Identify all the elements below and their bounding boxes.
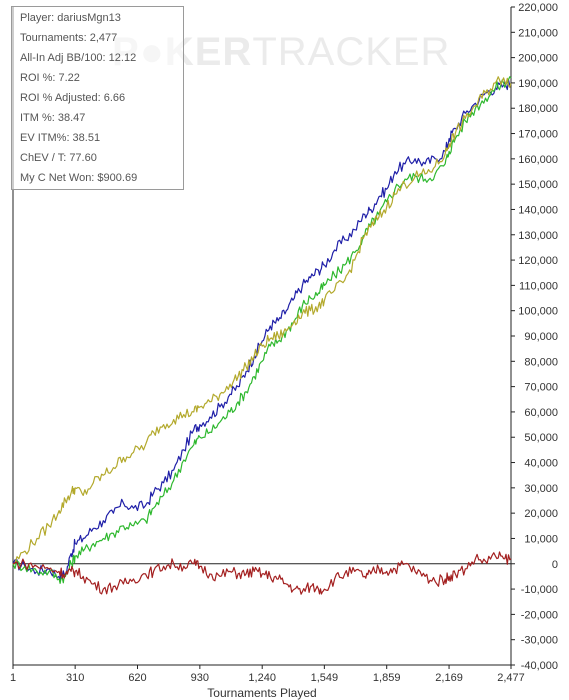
x-tick-label: 620 <box>128 672 146 684</box>
stat-itm: ITM %: 38.47 <box>20 112 86 124</box>
y-tick-label: 120,000 <box>518 255 558 267</box>
stat-my-c-net-won: My C Net Won: $900.69 <box>20 172 138 184</box>
series-line-olive <box>12 76 512 565</box>
y-tick-label: -20,000 <box>521 609 558 621</box>
x-tick-label: 1,240 <box>248 672 276 684</box>
y-tick-label: 30,000 <box>524 483 558 495</box>
y-tick-label: 150,000 <box>518 179 558 191</box>
y-tick-label: 10,000 <box>524 533 558 545</box>
stats-panel: Player: dariusMgn13 Tournaments: 2,477 A… <box>11 6 184 190</box>
series-line-red <box>12 551 512 595</box>
x-tick-label: 1,549 <box>311 672 339 684</box>
y-tick-label: 60,000 <box>524 407 558 419</box>
y-tick-label: 70,000 <box>524 382 558 394</box>
stat-allin-adj-bb100: All-In Adj BB/100: 12.12 <box>20 52 137 64</box>
y-tick-label: 170,000 <box>518 129 558 141</box>
y-tick-label: -40,000 <box>521 660 558 672</box>
y-tick-label: 160,000 <box>518 154 558 166</box>
series-line-blue <box>12 79 512 582</box>
x-tick-label: 930 <box>191 672 209 684</box>
y-axis-ticks: 220,000 210,000 200,000 190,000 180,000 170,0… <box>511 2 558 672</box>
y-tick-label: 190,000 <box>518 78 558 90</box>
stat-roi-adjusted: ROI % Adjusted: 6.66 <box>20 92 126 104</box>
x-tick-label: 2,477 <box>497 672 525 684</box>
y-tick-label: 0 <box>552 559 558 571</box>
y-tick-label: -30,000 <box>521 635 558 647</box>
y-tick-label: 180,000 <box>518 103 558 115</box>
y-tick-label: 20,000 <box>524 508 558 520</box>
x-tick-label: 1,859 <box>373 672 401 684</box>
stat-ev-itm: EV ITM%: 38.51 <box>20 132 101 144</box>
y-tick-label: 200,000 <box>518 53 558 65</box>
x-axis-ticks: 1 310 620 930 1,240 1,549 1,859 2,169 2,477 <box>10 665 525 684</box>
y-tick-label: 210,000 <box>518 27 558 39</box>
stat-tournaments: Tournaments: 2,477 <box>20 32 118 44</box>
y-tick-label: 110,000 <box>519 280 558 292</box>
series-line-green <box>12 76 512 584</box>
y-tick-label: 90,000 <box>524 331 558 343</box>
x-tick-label: 1 <box>10 672 16 684</box>
y-tick-label: 40,000 <box>524 458 558 470</box>
y-tick-label: -10,000 <box>521 584 558 596</box>
y-tick-label: 100,000 <box>518 306 558 318</box>
stat-chev-per-t: ChEV / T: 77.60 <box>20 152 97 164</box>
stat-roi: ROI %: 7.22 <box>20 72 80 84</box>
watermark-part-3: TRACKER <box>252 30 451 74</box>
x-tick-label: 2,169 <box>435 672 463 684</box>
y-tick-label: 220,000 <box>518 2 558 14</box>
y-tick-label: 130,000 <box>518 230 558 242</box>
x-axis-title: Tournaments Played <box>207 686 316 700</box>
y-tick-label: 140,000 <box>518 204 558 216</box>
stat-player: Player: dariusMgn13 <box>20 12 121 24</box>
series-layer <box>12 76 512 595</box>
x-tick-label: 310 <box>66 672 84 684</box>
y-tick-label: 50,000 <box>524 432 558 444</box>
y-tick-label: 80,000 <box>524 356 558 368</box>
